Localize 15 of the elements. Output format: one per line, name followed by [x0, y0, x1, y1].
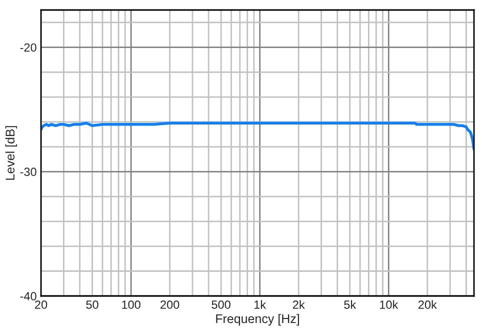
y-tick-label: -30 — [20, 168, 36, 176]
x-tick-label: 2k — [292, 300, 305, 309]
x-tick-label: 10k — [380, 300, 398, 309]
x-tick-label: 5k — [344, 300, 356, 309]
x-tick-label: 20k — [418, 300, 437, 309]
y-tick-label: -40 — [20, 292, 36, 300]
x-tick-label: 50 — [86, 300, 98, 309]
x-axis-title: Frequency [Hz] — [216, 314, 299, 326]
x-tick-label: 200 — [160, 300, 180, 309]
x-tick-label: 20 — [35, 300, 48, 309]
x-tick-label: 1k — [254, 300, 266, 309]
y-tick-label: -20 — [20, 43, 36, 52]
x-tick-label: 500 — [212, 300, 230, 309]
x-tick-label: 100 — [122, 300, 140, 309]
y-axis-title: Level [dB] — [5, 126, 17, 180]
